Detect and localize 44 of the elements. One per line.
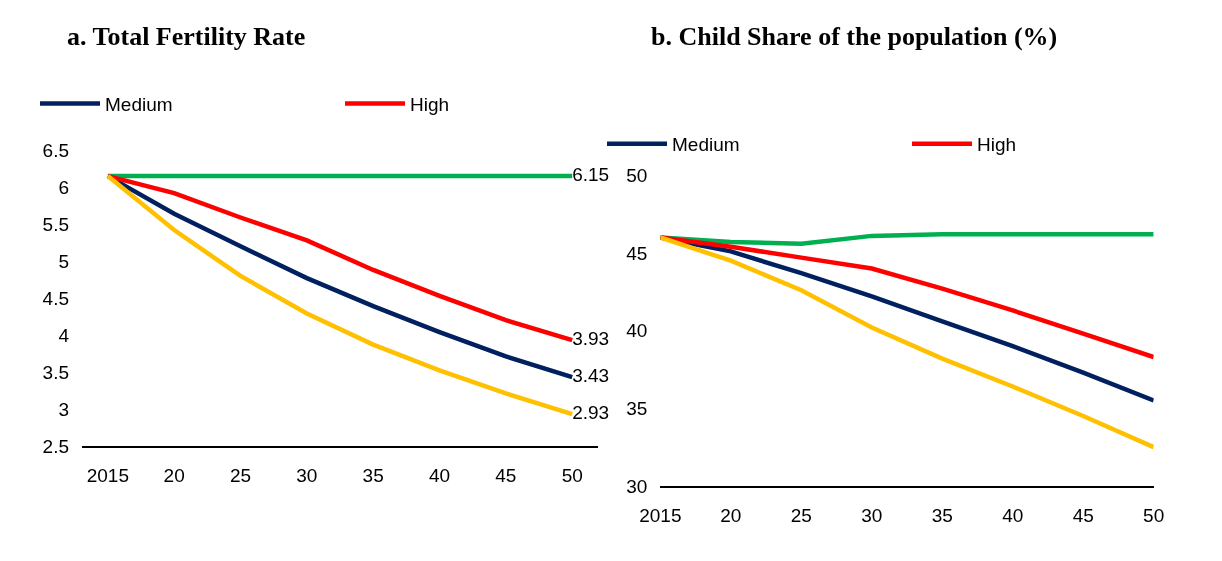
y-tick-label: 4: [58, 324, 70, 346]
y-tick-label: 35: [626, 397, 648, 419]
x-tick-label: 30: [296, 465, 318, 487]
legend-label: Medium: [105, 93, 173, 115]
x-tick-label: 40: [428, 465, 451, 487]
y-tick-label: 40: [626, 320, 648, 342]
x-tick-label: 2015: [639, 505, 682, 527]
y-tick-label: 5.5: [42, 213, 70, 235]
data-label: 2.93: [572, 401, 610, 423]
line-series: [660, 235, 1154, 450]
chart-title: a. Total Fertility Rate: [67, 22, 306, 51]
line-series: [660, 235, 1154, 360]
x-tick-label: 50: [1143, 505, 1165, 527]
legend-label: High: [977, 134, 1017, 156]
x-tick-label: 20: [163, 465, 185, 487]
y-tick-label: 6: [58, 176, 70, 198]
y-tick-label: 6.5: [42, 139, 70, 161]
x-tick-label: 30: [861, 505, 883, 527]
x-tick-label: 35: [931, 505, 953, 527]
x-tick-label: 45: [1072, 505, 1094, 527]
y-tick-label: 3.5: [42, 361, 70, 383]
line-series: [105, 173, 575, 417]
x-tick-label: 40: [1002, 505, 1024, 527]
y-tick-label: 3: [58, 398, 70, 420]
data-label: 6.15: [572, 163, 610, 185]
legend-label: Medium: [672, 134, 740, 156]
x-tick-label: 35: [362, 465, 384, 487]
data-label: 3.93: [572, 327, 610, 349]
x-tick-label: 2015: [86, 465, 129, 487]
data-label: 3.43: [572, 364, 610, 386]
y-tick-label: 2.5: [42, 435, 70, 457]
x-tick-label: 25: [790, 505, 812, 527]
y-tick-label: 4.5: [42, 287, 70, 309]
y-tick-label: 5: [58, 250, 70, 272]
line-series: [660, 232, 1154, 246]
chart-title: b. Child Share of the population (%): [651, 22, 1058, 51]
y-tick-label: 50: [626, 164, 648, 186]
legend-label: High: [410, 93, 450, 115]
x-tick-label: 45: [495, 465, 517, 487]
line-series: [105, 173, 575, 343]
y-tick-label: 45: [626, 242, 648, 264]
x-tick-label: 25: [229, 465, 252, 487]
x-tick-label: 20: [720, 505, 742, 527]
x-tick-label: 50: [561, 465, 583, 487]
